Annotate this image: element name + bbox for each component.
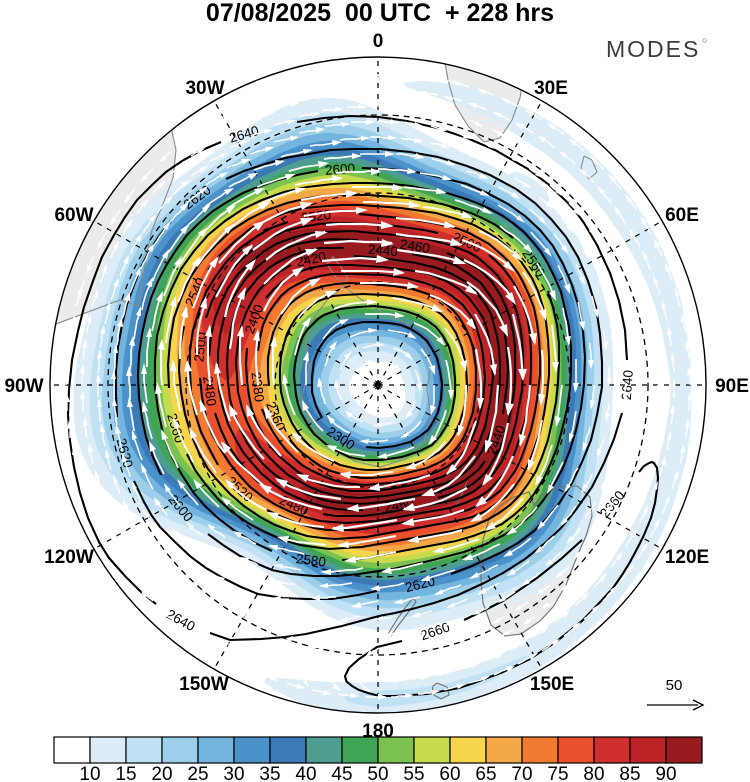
svg-text:120E: 120E xyxy=(665,547,709,568)
svg-text:2440: 2440 xyxy=(367,242,398,260)
svg-text:90E: 90E xyxy=(715,376,749,397)
svg-text:30W: 30W xyxy=(185,78,224,99)
svg-text:2500: 2500 xyxy=(191,331,209,362)
svg-text:45: 45 xyxy=(331,764,352,782)
svg-text:60W: 60W xyxy=(54,205,93,226)
svg-text:2580: 2580 xyxy=(295,551,327,570)
svg-text:150E: 150E xyxy=(530,674,574,695)
svg-text:○: ○ xyxy=(702,35,707,45)
svg-text:40: 40 xyxy=(295,764,316,782)
svg-text:80: 80 xyxy=(583,764,604,782)
svg-text:10: 10 xyxy=(79,764,100,782)
svg-text:30E: 30E xyxy=(534,78,568,99)
svg-text:75: 75 xyxy=(547,764,568,782)
svg-text:2600: 2600 xyxy=(325,161,356,178)
svg-text:50: 50 xyxy=(666,677,683,694)
svg-text:50: 50 xyxy=(367,764,388,782)
svg-text:60: 60 xyxy=(439,764,460,782)
svg-text:2480: 2480 xyxy=(200,375,219,407)
svg-text:0: 0 xyxy=(373,31,384,52)
svg-text:120W: 120W xyxy=(44,547,94,568)
svg-text:90W: 90W xyxy=(4,376,43,397)
svg-text:20: 20 xyxy=(151,764,172,782)
svg-text:MODES: MODES xyxy=(606,36,700,62)
svg-text:55: 55 xyxy=(403,764,424,782)
svg-text:85: 85 xyxy=(619,764,640,782)
svg-text:90: 90 xyxy=(655,764,676,782)
svg-text:2380: 2380 xyxy=(248,371,267,403)
svg-text:60E: 60E xyxy=(665,205,699,226)
svg-text:07/08/2025 00 UTC + 228 hrs: 07/08/2025 00 UTC + 228 hrs xyxy=(206,0,554,27)
svg-text:2640: 2640 xyxy=(619,370,636,401)
svg-text:25: 25 xyxy=(187,764,208,782)
svg-text:30: 30 xyxy=(223,764,244,782)
svg-text:2620: 2620 xyxy=(114,437,136,470)
svg-text:70: 70 xyxy=(511,764,532,782)
svg-text:15: 15 xyxy=(115,764,136,782)
svg-text:35: 35 xyxy=(259,764,280,782)
svg-text:65: 65 xyxy=(475,764,496,782)
svg-text:150W: 150W xyxy=(179,674,229,695)
